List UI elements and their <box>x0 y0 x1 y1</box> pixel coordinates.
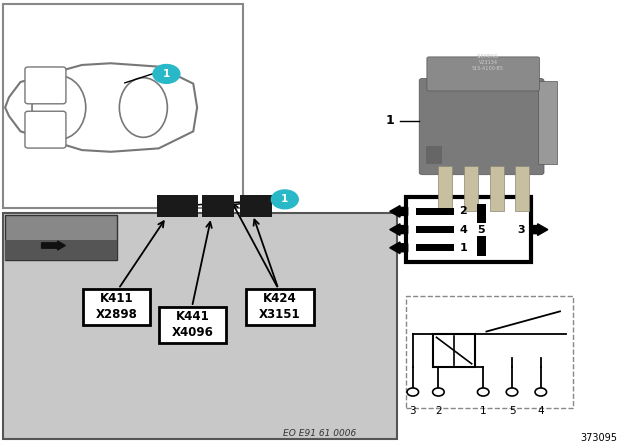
FancyBboxPatch shape <box>427 57 540 91</box>
Circle shape <box>506 388 518 396</box>
Bar <box>464 166 478 211</box>
Text: 2: 2 <box>460 207 467 216</box>
Bar <box>477 203 486 255</box>
Bar <box>202 195 234 217</box>
Circle shape <box>433 388 444 396</box>
Bar <box>515 166 529 211</box>
Text: 2: 2 <box>435 406 442 416</box>
Bar <box>83 289 150 325</box>
Text: SIEMENS
V23134
515-A100-B5: SIEMENS V23134 515-A100-B5 <box>472 54 504 71</box>
Text: 3: 3 <box>518 224 525 235</box>
Ellipse shape <box>120 78 168 137</box>
Bar <box>406 296 573 408</box>
Bar <box>438 166 452 211</box>
Text: 1: 1 <box>281 194 289 204</box>
Text: 4: 4 <box>538 406 544 416</box>
Text: 373095: 373095 <box>580 433 617 443</box>
Text: 1: 1 <box>386 114 395 128</box>
Bar <box>3 213 397 439</box>
Bar <box>490 166 504 211</box>
Circle shape <box>477 388 489 396</box>
Bar <box>3 4 243 208</box>
Text: 1: 1 <box>460 243 467 253</box>
Text: 5: 5 <box>477 224 485 235</box>
Circle shape <box>153 65 180 83</box>
FancyBboxPatch shape <box>25 67 66 104</box>
Bar <box>416 244 454 251</box>
Bar <box>240 195 272 217</box>
Text: 5: 5 <box>509 406 515 416</box>
Circle shape <box>407 388 419 396</box>
Text: 1: 1 <box>480 406 486 416</box>
Text: 1: 1 <box>163 69 170 79</box>
Bar <box>5 240 117 260</box>
Text: K441
X4096: K441 X4096 <box>172 310 213 339</box>
Bar <box>416 208 454 215</box>
Bar <box>246 289 314 325</box>
Bar <box>157 195 198 217</box>
Bar <box>159 307 226 343</box>
FancyArrow shape <box>390 224 408 236</box>
Circle shape <box>271 190 298 209</box>
Text: 3: 3 <box>410 406 416 416</box>
Text: K424
X3151: K424 X3151 <box>259 293 301 321</box>
Text: 4: 4 <box>460 224 467 235</box>
Text: K411
X2898: K411 X2898 <box>96 293 138 321</box>
Bar <box>5 215 117 260</box>
Circle shape <box>535 388 547 396</box>
FancyArrow shape <box>390 242 408 254</box>
Bar <box>538 81 557 164</box>
FancyArrow shape <box>530 224 548 236</box>
Bar <box>433 334 475 367</box>
FancyBboxPatch shape <box>419 78 544 175</box>
Bar <box>416 226 454 233</box>
Ellipse shape <box>32 76 86 139</box>
Bar <box>426 146 442 164</box>
FancyBboxPatch shape <box>25 111 66 148</box>
Polygon shape <box>5 63 197 152</box>
FancyArrow shape <box>42 241 65 250</box>
Bar <box>406 197 531 262</box>
FancyArrow shape <box>390 206 408 217</box>
Text: EO E91 61 0006: EO E91 61 0006 <box>284 429 356 438</box>
